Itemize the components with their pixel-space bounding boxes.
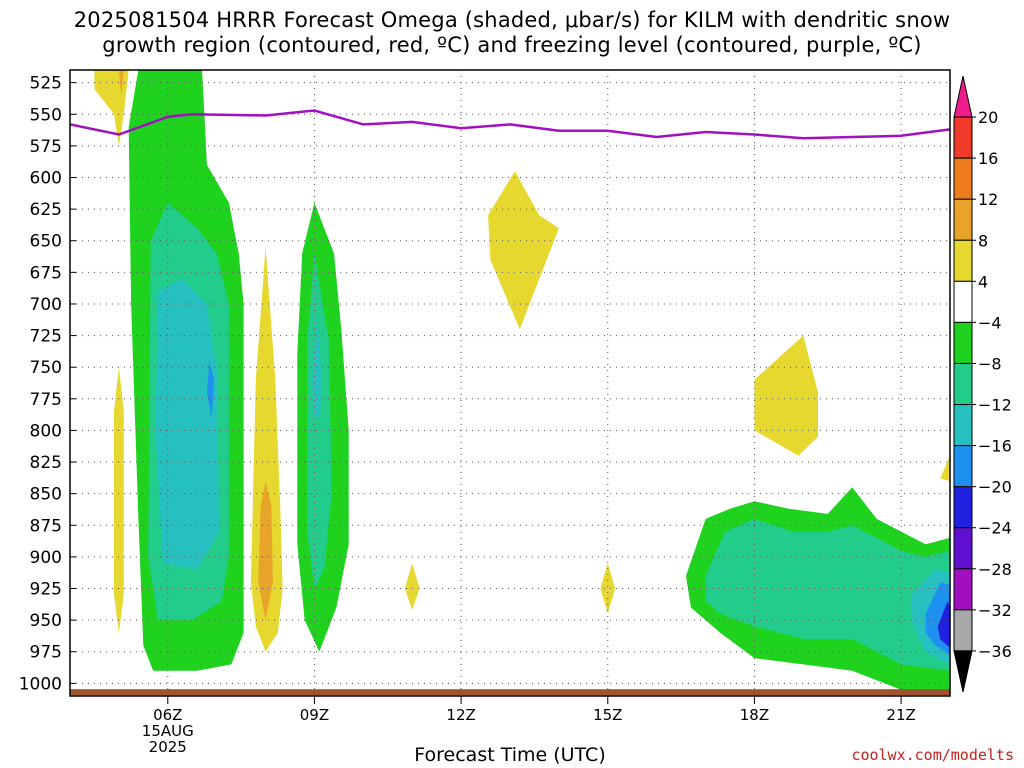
y-tick-label-800: 800 bbox=[30, 421, 62, 441]
x-axis-title: Forecast Time (UTC) bbox=[414, 744, 606, 766]
x-tick-label-12Z: 12Z bbox=[446, 706, 475, 724]
colorbar-swatch-2 bbox=[953, 157, 973, 200]
colorbar-swatch-8 bbox=[953, 404, 973, 447]
surface-bar bbox=[70, 689, 950, 696]
colorbar-label-7: −12 bbox=[978, 396, 1012, 415]
omega-region-12 bbox=[404, 563, 420, 610]
colorbar-swatch-1 bbox=[953, 116, 973, 159]
plot-frame bbox=[69, 69, 951, 697]
omega-region-5 bbox=[155, 278, 220, 570]
y-tick-label-750: 750 bbox=[30, 358, 62, 378]
colorbar-swatch-6 bbox=[953, 321, 973, 364]
y-tick-label-675: 675 bbox=[30, 263, 62, 283]
grid-lines bbox=[70, 70, 950, 696]
x-tick-label-15Z: 15Z bbox=[593, 706, 622, 724]
omega-region-2 bbox=[114, 367, 124, 633]
colorbar-label-0: 20 bbox=[978, 108, 998, 127]
omega-region-0 bbox=[94, 70, 129, 146]
colorbar-label-11: −28 bbox=[978, 560, 1012, 579]
colorbar-swatch-9 bbox=[953, 445, 973, 488]
y-tick-label-775: 775 bbox=[30, 390, 62, 410]
omega-region-13 bbox=[488, 171, 559, 330]
x-tick-label-21Z: 21Z bbox=[886, 706, 915, 724]
y-tick-label-900: 900 bbox=[30, 548, 62, 568]
y-axis: 525 550 575 600 625 650 675 700 725 750 775 800 825 8… bbox=[19, 74, 76, 694]
omega-region-7 bbox=[250, 247, 283, 652]
colorbar-cap-top bbox=[953, 75, 973, 118]
omega-region-10 bbox=[307, 253, 332, 589]
colorbar-cap-bottom bbox=[953, 650, 973, 693]
colorbar-label-5: −4 bbox=[978, 313, 1002, 332]
colorbar-label-1: 16 bbox=[978, 149, 998, 168]
y-tick-label-575: 575 bbox=[30, 137, 62, 157]
y-tick-label-850: 850 bbox=[30, 485, 62, 505]
omega-region-6 bbox=[206, 360, 215, 418]
colorbar-label-6: −8 bbox=[978, 354, 1002, 373]
chart-title: 2025081504 HRRR Forecast Omega (shaded, … bbox=[0, 8, 1024, 58]
y-tick-label-525: 525 bbox=[30, 74, 62, 94]
colorbar-swatch-7 bbox=[953, 362, 973, 406]
x-tick-label-18Z: 18Z bbox=[740, 706, 769, 724]
y-tick-label-950: 950 bbox=[30, 611, 62, 631]
x-date-label-0: 15AUG bbox=[142, 722, 194, 740]
title-line-1: 2025081504 HRRR Forecast Omega (shaded, … bbox=[73, 8, 951, 32]
colorbar-label-12: −32 bbox=[978, 601, 1012, 620]
colorbar-swatch-3 bbox=[953, 198, 973, 241]
colorbar-swatch-4 bbox=[953, 239, 973, 282]
colorbar-swatch-10 bbox=[953, 486, 973, 529]
x-tick-label-06Z: 06Z bbox=[153, 706, 182, 724]
colorbar-label-8: −16 bbox=[978, 437, 1012, 456]
y-tick-label-650: 650 bbox=[30, 232, 62, 252]
omega-region-14 bbox=[600, 563, 616, 614]
y-tick-label-975: 975 bbox=[30, 643, 62, 663]
colorbar-label-9: −20 bbox=[978, 478, 1012, 497]
omega-region-16 bbox=[940, 455, 950, 481]
omega-region-1 bbox=[118, 70, 124, 96]
credit-text: coolwx.com/modelts bbox=[851, 746, 1014, 764]
y-tick-label-600: 600 bbox=[30, 168, 62, 188]
colorbar-swatch-13 bbox=[953, 609, 973, 652]
y-tick-label-725: 725 bbox=[30, 327, 62, 347]
freezing-level-layer bbox=[70, 109, 950, 140]
y-tick-label-875: 875 bbox=[30, 516, 62, 536]
colorbar-label-3: 8 bbox=[978, 231, 988, 250]
colorbar-label-13: −36 bbox=[978, 642, 1012, 661]
y-tick-label-925: 925 bbox=[30, 580, 62, 600]
colorbar-label-4: 4 bbox=[978, 272, 988, 291]
x-date-label-1: 2025 bbox=[149, 738, 187, 756]
x-tick-label-09Z: 09Z bbox=[300, 706, 329, 724]
omega-region-8 bbox=[258, 481, 273, 621]
omega-region-21 bbox=[937, 601, 950, 648]
freezing-level-line bbox=[70, 109, 950, 140]
y-tick-label-550: 550 bbox=[30, 105, 62, 125]
colorbar-swatch-5 bbox=[953, 280, 973, 323]
colorbar-swatch-12 bbox=[953, 568, 973, 611]
title-line-2: growth region (contoured, red, ºC) and f… bbox=[102, 33, 922, 57]
omega-region-15 bbox=[754, 335, 818, 456]
y-tick-label-625: 625 bbox=[30, 200, 62, 220]
y-tick-label-1000: 1000 bbox=[19, 674, 62, 694]
colorbar: 20 16 12 8 4 −4 −8 −12 −16 −20 −24 −28 −32 −36 bbox=[953, 75, 1012, 693]
colorbar-label-2: 12 bbox=[978, 190, 998, 209]
surface-layer bbox=[70, 689, 950, 696]
y-tick-label-700: 700 bbox=[30, 295, 62, 315]
colorbar-swatch-11 bbox=[953, 527, 973, 570]
y-tick-label-825: 825 bbox=[30, 453, 62, 473]
omega-shading bbox=[94, 70, 950, 690]
colorbar-label-10: −24 bbox=[978, 519, 1012, 538]
